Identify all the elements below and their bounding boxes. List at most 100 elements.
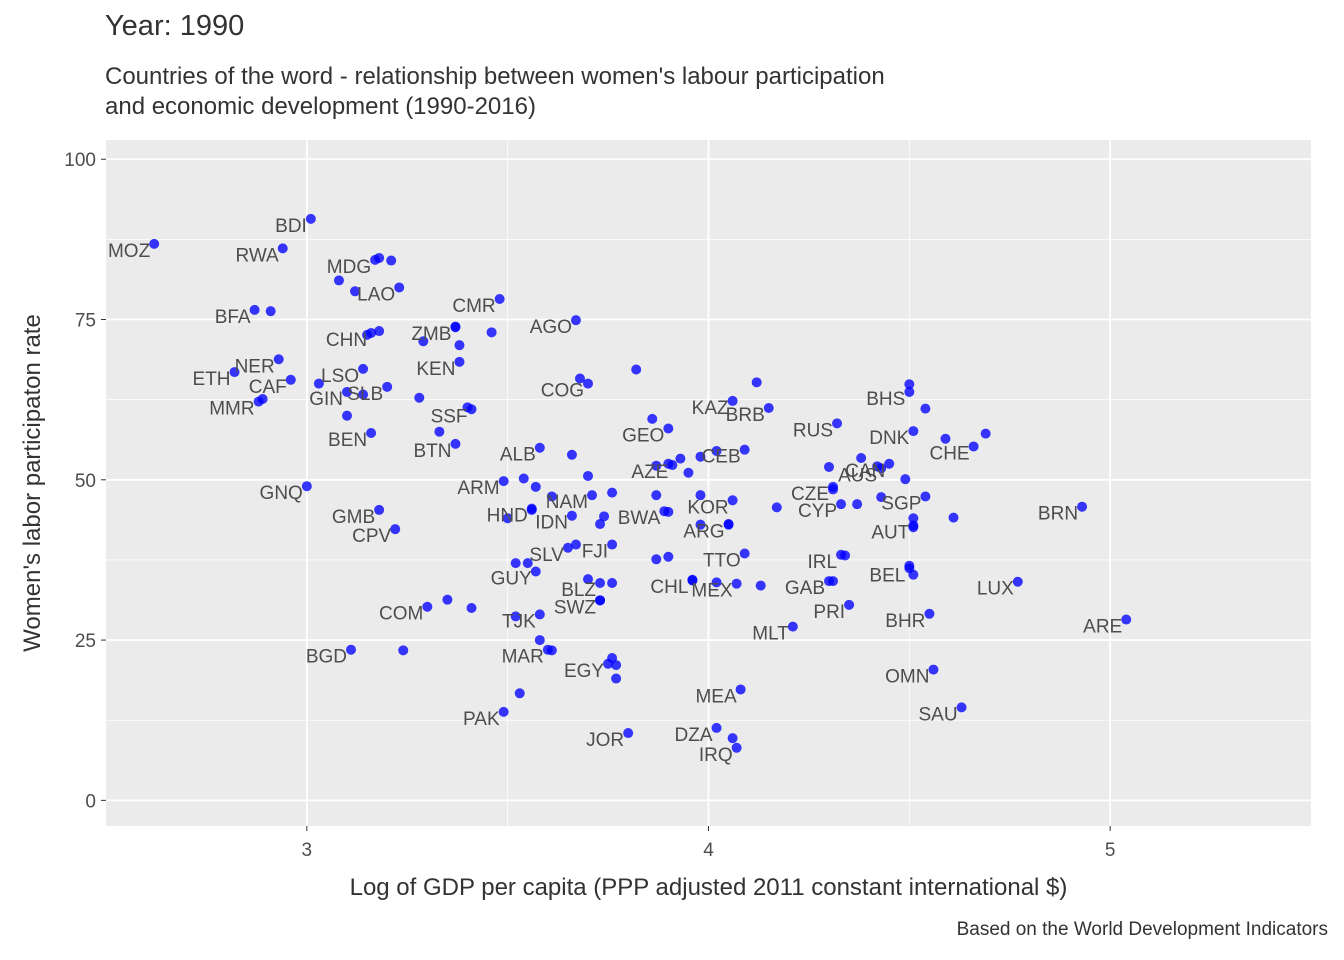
point-label-ben: BEN bbox=[328, 430, 367, 451]
point-label-rus: RUS bbox=[793, 420, 833, 441]
data-point bbox=[751, 377, 762, 388]
y-tick-label: 75 bbox=[75, 311, 96, 332]
point-label-sgp: SGP bbox=[881, 493, 921, 514]
data-point bbox=[675, 453, 686, 464]
data-point bbox=[313, 378, 324, 389]
point-label-cpv: CPV bbox=[352, 526, 391, 547]
data-point bbox=[422, 601, 433, 612]
y-axis-title: Women's labor participaton rate bbox=[19, 314, 46, 652]
point-label-chl: CHL bbox=[650, 577, 688, 598]
data-point bbox=[884, 458, 895, 469]
data-point bbox=[277, 243, 288, 254]
point-label-aut: AUT bbox=[871, 522, 909, 543]
data-point bbox=[1012, 576, 1023, 587]
data-point bbox=[651, 554, 662, 565]
point-label-blz: BLZ bbox=[561, 580, 596, 601]
data-point bbox=[454, 340, 465, 351]
point-label-lux: LUX bbox=[977, 579, 1014, 600]
point-label-swz: SWZ bbox=[554, 597, 597, 618]
data-point bbox=[454, 356, 465, 367]
data-point bbox=[595, 595, 606, 606]
point-label-can: CAN bbox=[845, 461, 885, 482]
point-label-slv: SLV bbox=[529, 545, 564, 566]
point-label-ken: KEN bbox=[416, 359, 455, 380]
point-label-moz: MOZ bbox=[108, 241, 151, 262]
point-label-irl: IRL bbox=[807, 552, 837, 573]
point-label-egy: EGY bbox=[564, 661, 604, 682]
data-point bbox=[494, 293, 505, 304]
data-point bbox=[229, 367, 240, 378]
data-point bbox=[574, 373, 585, 384]
point-label-gab: GAB bbox=[785, 578, 825, 599]
data-point bbox=[530, 566, 541, 577]
data-point bbox=[607, 487, 618, 498]
data-point bbox=[836, 549, 847, 560]
point-label-aze: AZE bbox=[631, 462, 668, 483]
data-point bbox=[358, 389, 369, 400]
data-point bbox=[920, 491, 931, 502]
data-point bbox=[727, 395, 738, 406]
data-point bbox=[546, 491, 557, 502]
data-point bbox=[663, 423, 674, 434]
point-label-geo: GEO bbox=[622, 426, 664, 447]
data-point bbox=[763, 402, 774, 413]
data-point bbox=[522, 558, 533, 569]
data-point bbox=[711, 445, 722, 456]
point-label-mex: MEX bbox=[691, 581, 733, 602]
data-point bbox=[739, 548, 750, 559]
data-point bbox=[900, 474, 911, 485]
data-point bbox=[711, 722, 722, 733]
point-label-guy: GUY bbox=[491, 568, 533, 589]
point-label-hnd: HND bbox=[487, 506, 528, 527]
point-label-omn: OMN bbox=[885, 667, 929, 688]
data-point bbox=[301, 481, 312, 492]
data-point bbox=[1077, 501, 1088, 512]
point-label-bhs: BHS bbox=[866, 389, 905, 410]
data-point bbox=[333, 275, 344, 286]
data-point bbox=[908, 426, 919, 437]
point-label-arm: ARM bbox=[457, 478, 499, 499]
point-label-mlt: MLT bbox=[752, 624, 789, 645]
point-label-lao: LAO bbox=[357, 284, 395, 305]
data-point bbox=[695, 451, 706, 462]
data-point bbox=[623, 728, 634, 739]
data-point bbox=[607, 578, 618, 589]
point-label-are: ARE bbox=[1083, 617, 1122, 638]
point-label-nam: NAM bbox=[546, 492, 588, 513]
point-label-dza: DZA bbox=[675, 725, 713, 746]
chart-subtitle: Countries of the word - relationship bet… bbox=[105, 62, 1105, 122]
data-point bbox=[695, 519, 706, 530]
data-point bbox=[603, 658, 614, 669]
data-point bbox=[466, 404, 477, 415]
data-point bbox=[342, 386, 352, 397]
data-point bbox=[667, 460, 678, 471]
data-point bbox=[526, 503, 537, 514]
point-label-alb: ALB bbox=[500, 445, 536, 466]
point-label-gin: GIN bbox=[309, 389, 343, 410]
x-tick-label: 3 bbox=[302, 840, 313, 861]
data-point bbox=[382, 381, 393, 392]
point-label-zmb: ZMB bbox=[411, 324, 451, 345]
point-label-pak: PAK bbox=[463, 709, 500, 730]
data-point bbox=[390, 524, 401, 535]
point-label-bel: BEL bbox=[869, 565, 905, 586]
data-points bbox=[149, 213, 1132, 753]
data-point bbox=[374, 326, 385, 337]
data-point bbox=[273, 354, 284, 365]
y-tick-label: 25 bbox=[75, 631, 96, 652]
data-point bbox=[1121, 614, 1132, 625]
point-label-bgd: BGD bbox=[306, 647, 347, 668]
data-point bbox=[530, 481, 541, 492]
data-point bbox=[498, 706, 509, 717]
data-point bbox=[566, 510, 577, 521]
point-label-slb: SLB bbox=[347, 384, 383, 405]
point-label-che: CHE bbox=[929, 443, 969, 464]
data-point bbox=[570, 539, 581, 550]
data-point bbox=[908, 513, 919, 524]
data-point bbox=[542, 644, 553, 655]
x-axis-title: Log of GDP per capita (PPP adjusted 2011… bbox=[350, 874, 1068, 901]
data-point bbox=[735, 684, 746, 695]
chart-title: Year: 1990 bbox=[105, 10, 245, 42]
data-point bbox=[651, 460, 662, 471]
point-label-kaz: KAZ bbox=[692, 398, 729, 419]
